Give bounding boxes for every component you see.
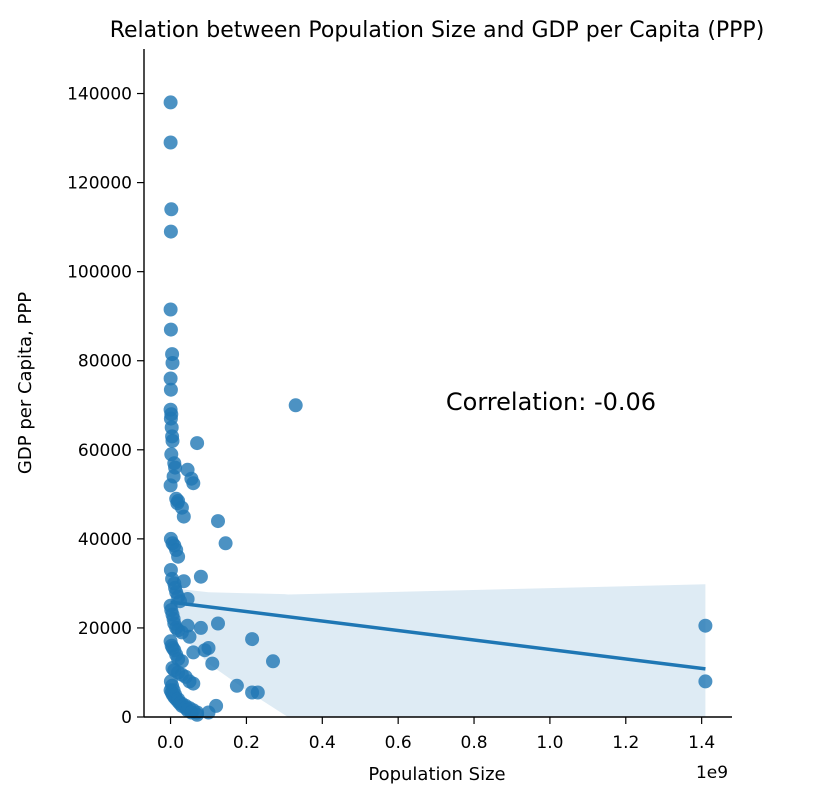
- x-tick-label: 0.0: [157, 733, 184, 753]
- data-point: [193, 569, 208, 584]
- y-tick-label: 20000: [78, 619, 132, 639]
- data-point: [176, 509, 191, 524]
- data-point: [182, 629, 197, 644]
- data-point: [266, 654, 280, 669]
- data-point: [163, 95, 178, 110]
- data-point: [165, 356, 180, 370]
- data-point: [250, 685, 265, 700]
- y-tick-label: 120000: [67, 174, 132, 194]
- data-point: [190, 436, 205, 451]
- data-point: [186, 476, 201, 491]
- data-point: [171, 549, 186, 564]
- data-point: [163, 224, 178, 239]
- data-point: [211, 514, 225, 529]
- data-point: [211, 616, 225, 631]
- x-tick-label: 1.2: [612, 733, 639, 753]
- data-point: [698, 618, 713, 633]
- data-point: [193, 620, 208, 635]
- regression-line: [170, 600, 706, 671]
- data-point: [165, 433, 180, 448]
- data-point: [229, 678, 244, 693]
- x-tick-label: 0.6: [385, 733, 412, 753]
- data-point: [164, 202, 179, 217]
- x-tick-label: 1.4: [688, 733, 715, 753]
- data-point: [186, 645, 201, 660]
- data-point: [164, 447, 179, 462]
- data-point: [163, 478, 178, 493]
- data-point: [698, 674, 713, 689]
- y-tick-label: 140000: [67, 85, 132, 105]
- data-point: [176, 574, 191, 589]
- data-point: [245, 632, 260, 647]
- y-tick-label: 100000: [67, 263, 132, 283]
- y-tick-label: 40000: [78, 530, 132, 550]
- y-tick-label: 60000: [78, 441, 132, 461]
- data-point: [218, 536, 233, 551]
- x-tick-label: 0.4: [309, 733, 336, 753]
- data-point: [163, 302, 178, 317]
- x-tick-label: 0.8: [461, 733, 488, 753]
- chart-title: Relation between Population Size and GDP…: [110, 18, 765, 43]
- data-point: [288, 398, 303, 413]
- y-tick-label: 0: [121, 708, 132, 728]
- x-tick-label: 1.0: [536, 733, 563, 753]
- y-axis-label: GDP per Capita, PPP: [15, 292, 36, 474]
- data-point: [163, 382, 178, 397]
- data-point: [186, 676, 201, 691]
- data-point: [163, 371, 178, 386]
- data-point: [201, 641, 216, 655]
- data-point: [190, 707, 205, 722]
- data-point: [205, 656, 220, 671]
- regression-line-layer: [170, 600, 706, 671]
- x-ticks: 0.0 0.2 0.4 0.6 0.8 1.0 1.2 1.4: [157, 717, 715, 753]
- y-ticks: 0 20000 40000 60000 80000 100000 120000 140000: [67, 85, 144, 728]
- x-axis-label: Population Size: [368, 764, 505, 785]
- data-point: [180, 618, 195, 633]
- data-point: [209, 698, 224, 713]
- correlation-annotation: Correlation: -0.06: [446, 388, 656, 416]
- data-point: [163, 322, 178, 337]
- x-offset-label: 1e9: [696, 763, 728, 783]
- x-tick-label: 0.2: [233, 733, 260, 753]
- y-tick-label: 80000: [78, 352, 132, 372]
- data-point: [163, 135, 178, 150]
